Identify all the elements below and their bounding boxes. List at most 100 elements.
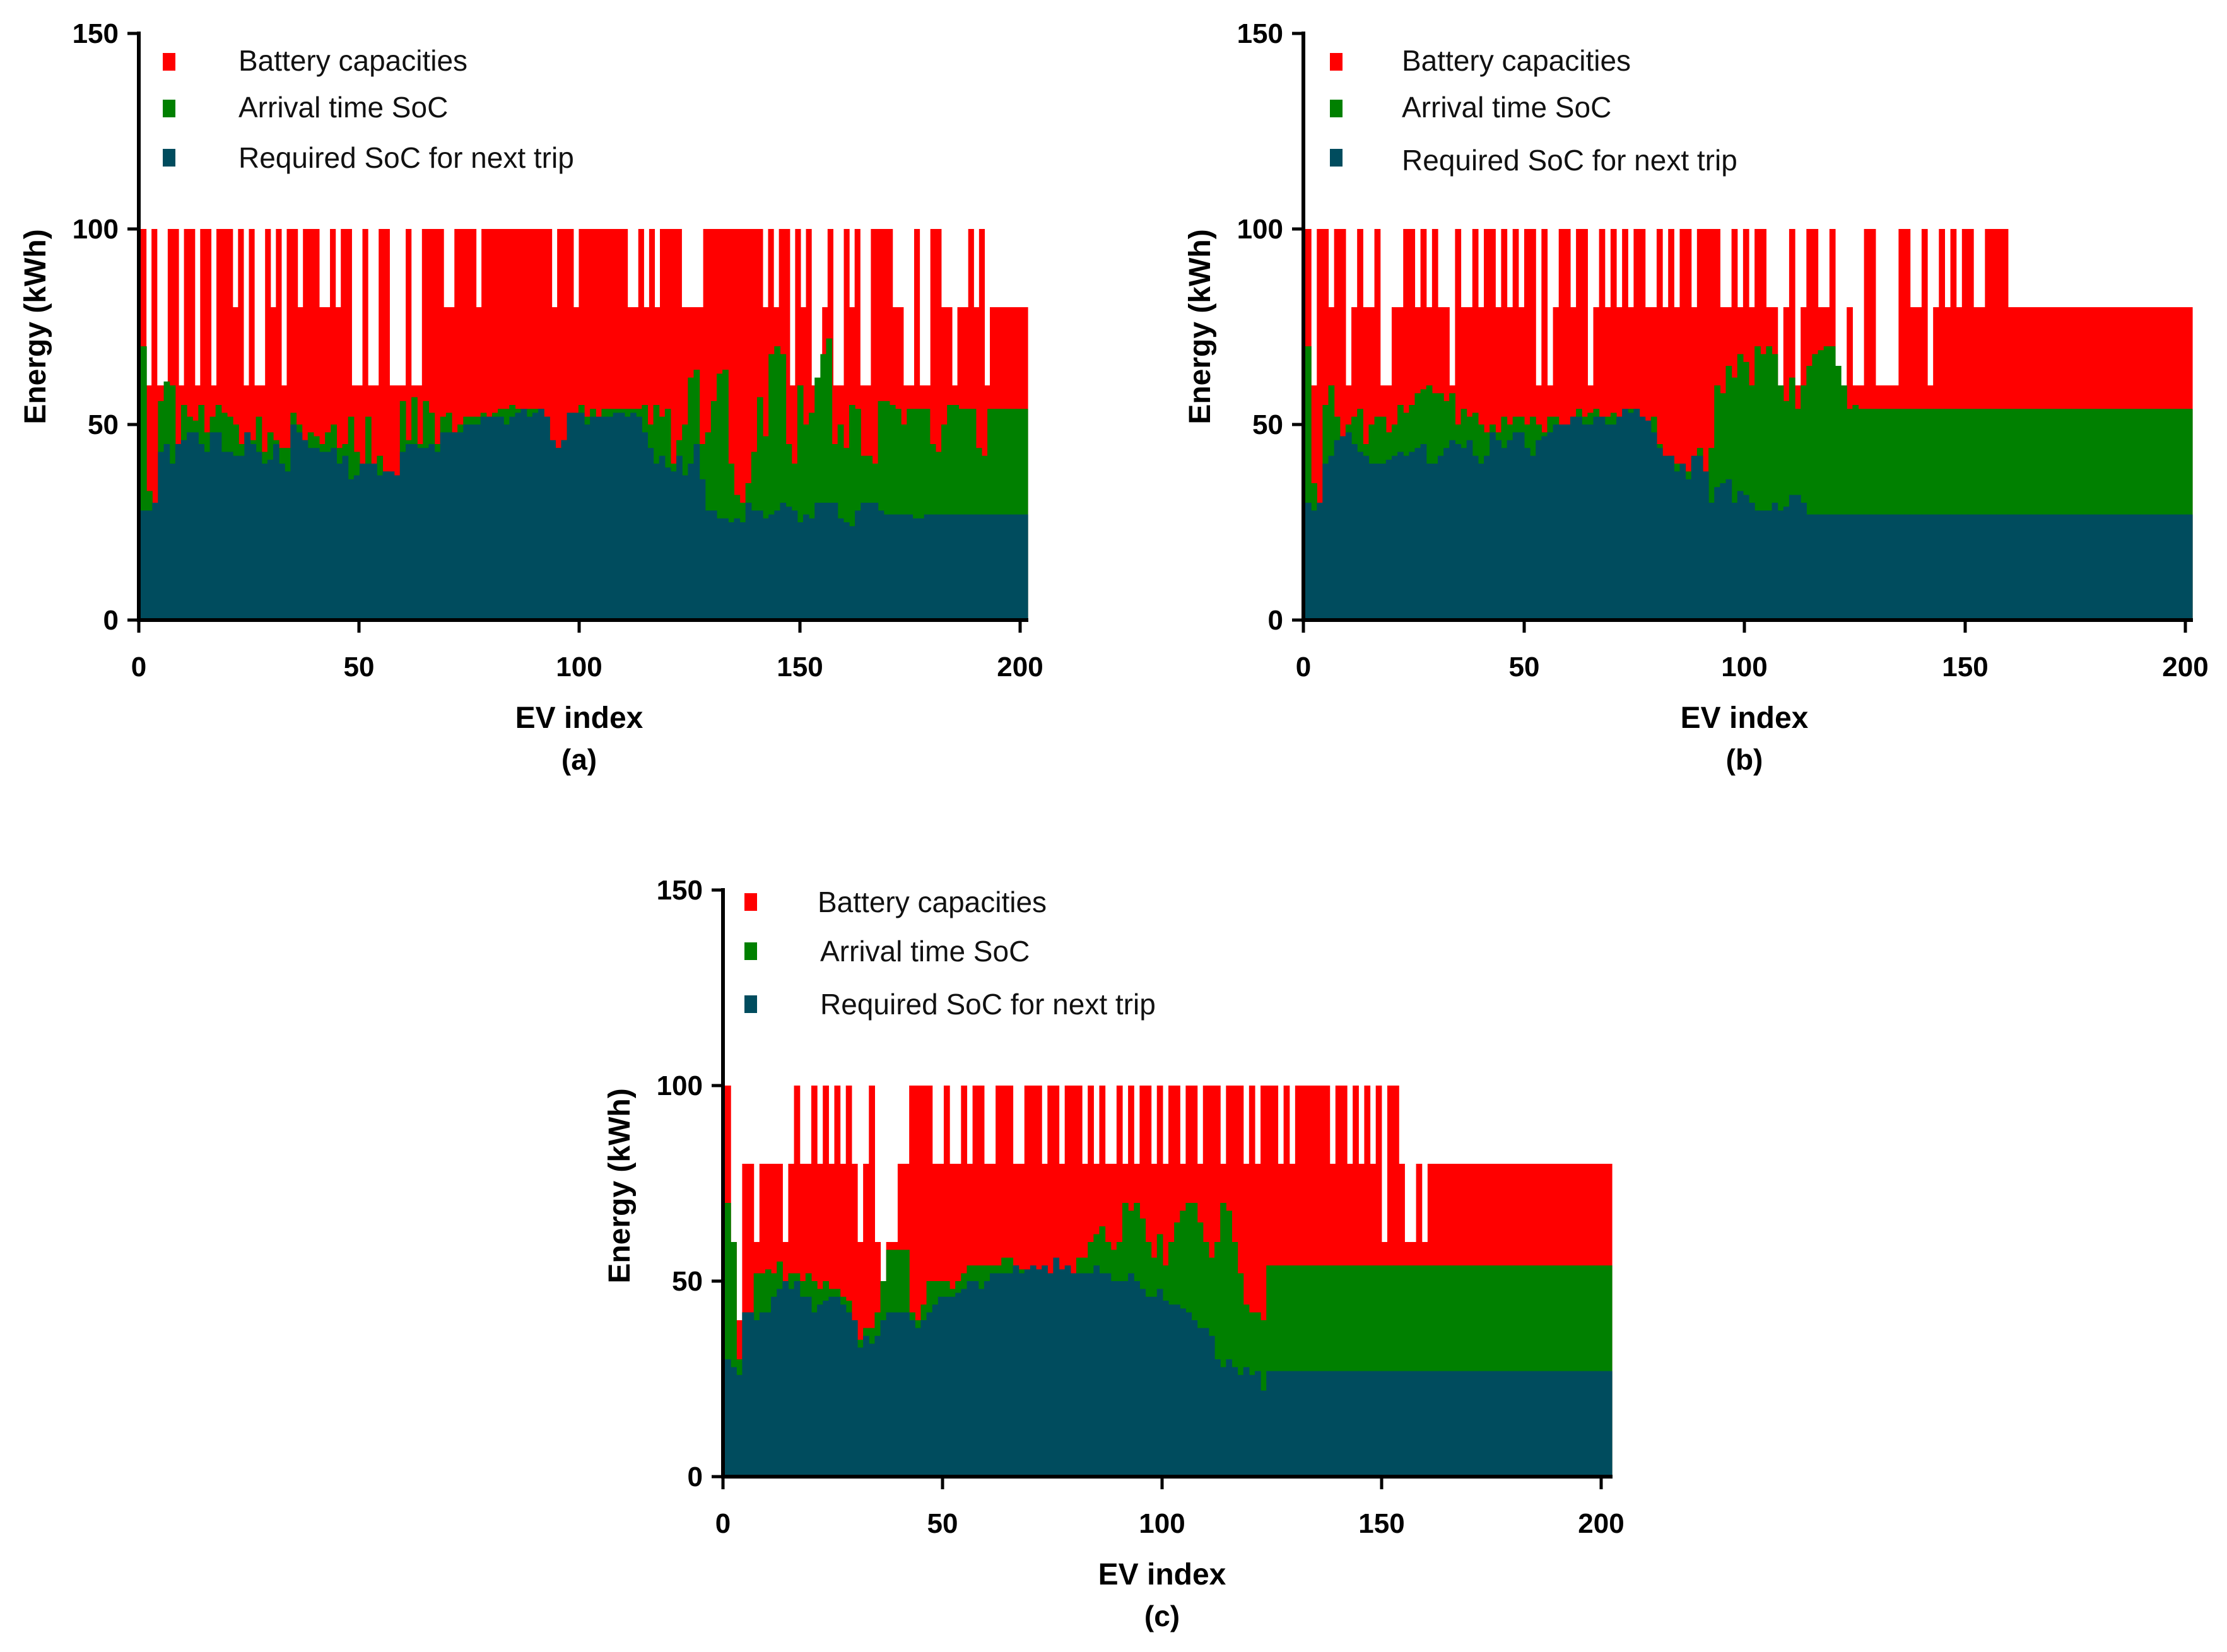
bar-arrival-115 (797, 385, 804, 620)
bar-required-128 (872, 503, 879, 620)
bar-battery-136 (871, 229, 877, 620)
legend-swatch-battery (1330, 53, 1343, 71)
bar-required-30 (307, 448, 314, 620)
bar-required-8 (1345, 432, 1352, 620)
y-tick-label-150: 150 (1237, 18, 1283, 49)
bar-battery-79 (562, 229, 568, 620)
bar-required-144 (964, 514, 971, 620)
bar-required-84 (1783, 507, 1790, 620)
bar-required-4 (158, 452, 165, 620)
bar-required-72 (549, 440, 556, 620)
bar-battery-111 (736, 229, 742, 620)
y-tick-label-100: 100 (73, 214, 119, 245)
bar-required-145 (970, 514, 977, 620)
bar-required-35 (336, 464, 343, 620)
x-axis-title: EV index (515, 701, 643, 735)
bar-battery-32 (308, 229, 314, 620)
bar-required-89 (1812, 514, 1819, 620)
bar-required-89 (1231, 1367, 1238, 1477)
bar-required-137 (1508, 1371, 1515, 1477)
bar-required-19 (244, 432, 251, 620)
bar-required-90 (1237, 1374, 1244, 1477)
bar-required-69 (532, 413, 539, 620)
legend-label-required: Required SoC for next trip (238, 141, 574, 174)
x-tick-label-150: 150 (1942, 652, 1988, 682)
bar-required-134 (907, 514, 913, 620)
bar-required-139 (935, 514, 942, 620)
bar-required-27 (874, 1335, 881, 1477)
bar-battery-7 (173, 229, 179, 620)
bar-required-33 (1490, 432, 1496, 620)
bar-required-26 (869, 1344, 875, 1477)
bar-required-5 (748, 1312, 755, 1477)
bar-required-104 (1898, 514, 1905, 620)
bar-required-72 (1134, 1281, 1140, 1477)
bar-required-86 (1214, 1359, 1221, 1477)
bar-required-80 (596, 416, 602, 620)
legend-swatch-arrival (163, 100, 175, 117)
bar-required-118 (1399, 1371, 1405, 1477)
bar-battery-55 (432, 229, 439, 620)
bar-required-11 (782, 1281, 789, 1477)
x-tick-label-200: 200 (1578, 1508, 1624, 1539)
bar-required-120 (1990, 514, 1997, 620)
bar-required-17 (1397, 452, 1404, 620)
x-tick-label-150: 150 (1358, 1508, 1404, 1539)
panel-c-plot-area (725, 1086, 1613, 1477)
bar-required-40 (1530, 455, 1536, 620)
bar-required-65 (1674, 471, 1681, 620)
bar-required-6 (169, 464, 176, 620)
bar-required-85 (624, 416, 631, 620)
bar-required-132 (895, 514, 902, 620)
bar-battery-92 (1249, 1086, 1255, 1477)
bar-arrival-101 (716, 373, 723, 620)
bar-required-88 (1226, 1359, 1233, 1477)
bar-required-12 (204, 452, 211, 620)
bar-required-106 (745, 503, 752, 620)
x-axis-title: EV index (1681, 701, 1809, 735)
bar-battery-32 (1484, 229, 1490, 620)
bar-required-53 (1604, 425, 1611, 620)
bar-required-130 (1467, 1371, 1474, 1477)
panel-b-label: (b) (1726, 743, 1763, 776)
bar-battery-59 (454, 229, 461, 620)
bar-required-133 (2065, 514, 2072, 620)
bar-arrival-92 (1829, 346, 1836, 620)
bar-required-86 (1795, 495, 1801, 620)
bar-required-54 (445, 432, 452, 620)
bar-required-38 (1518, 432, 1525, 620)
bar-battery-64 (1668, 229, 1674, 620)
legend-label-battery: Battery capacities (1402, 44, 1631, 77)
bar-required-93 (670, 471, 677, 620)
bar-required-10 (192, 432, 199, 620)
bar-required-77 (1742, 495, 1749, 620)
bar-required-64 (1088, 1273, 1094, 1477)
bar-required-87 (636, 416, 642, 620)
bar-battery-131 (843, 229, 850, 620)
legend-label-required: Required SoC for next trip (1402, 144, 1737, 177)
bar-required-120 (826, 503, 833, 620)
bar-required-29 (302, 440, 308, 620)
bar-required-99 (1289, 1371, 1296, 1477)
bar-required-36 (926, 1312, 933, 1477)
bar-required-67 (520, 409, 527, 620)
bar-required-52 (1599, 416, 1606, 620)
bar-battery-35 (920, 1086, 927, 1477)
panel-b-y-axis: 150 100 50 0 Energy (kWh) (1184, 18, 1305, 636)
bar-required-69 (1116, 1281, 1123, 1477)
bar-required-151 (1004, 514, 1011, 620)
bar-required-37 (348, 479, 355, 620)
bar-required-60 (1645, 420, 1652, 620)
bar-required-15 (221, 452, 228, 620)
bar-required-61 (1650, 432, 1657, 620)
bar-required-98 (699, 479, 706, 620)
bar-required-104 (1318, 1371, 1325, 1477)
bar-arrival-142 (953, 405, 960, 620)
bar-required-140 (1525, 1371, 1532, 1477)
bar-required-11 (1363, 455, 1370, 620)
bar-required-80 (1180, 1308, 1186, 1477)
bar-required-35 (920, 1320, 927, 1477)
bar-arrival-75 (1731, 377, 1738, 620)
bar-arrival-108 (756, 397, 763, 620)
